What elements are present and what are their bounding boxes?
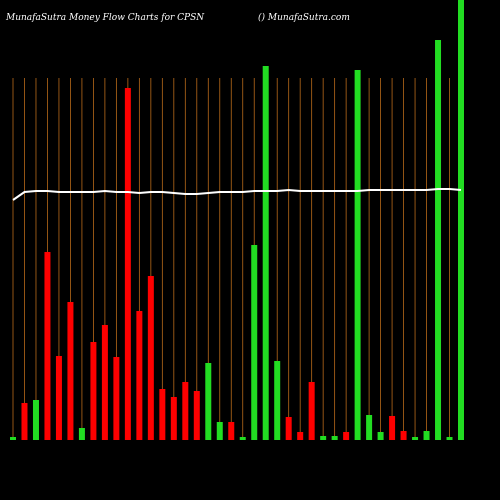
- bar: [113, 357, 120, 440]
- bar: [331, 436, 338, 440]
- bar: [412, 437, 419, 440]
- bar: [136, 311, 143, 440]
- bar: [251, 245, 258, 440]
- bar: [193, 391, 200, 440]
- bar: [343, 432, 350, 440]
- bar: [389, 416, 396, 440]
- bar: [446, 437, 453, 440]
- bar: [55, 356, 62, 440]
- bar: [147, 276, 154, 440]
- bar: [216, 422, 223, 440]
- bar: [400, 431, 407, 440]
- bar: [67, 302, 74, 440]
- bar: [377, 432, 384, 440]
- money-flow-line: [12, 188, 462, 201]
- bar: [458, 0, 464, 440]
- bar: [90, 342, 97, 440]
- bar: [21, 403, 28, 440]
- bar: [366, 415, 373, 440]
- bar: [159, 389, 166, 440]
- bar: [285, 417, 292, 440]
- bar: [101, 325, 108, 440]
- bar: [262, 66, 269, 440]
- bar: [124, 88, 131, 440]
- bar: [435, 40, 442, 440]
- bar: [10, 437, 16, 440]
- bar: [228, 422, 235, 440]
- chart-subtitle: () MunafaSutra.com: [258, 12, 350, 23]
- bar: [170, 397, 177, 440]
- bar: [205, 363, 212, 440]
- bar: [239, 437, 246, 440]
- bar: [354, 70, 361, 440]
- bar: [308, 382, 315, 440]
- bar: [182, 382, 189, 440]
- bar: [320, 436, 327, 440]
- bar: [297, 432, 304, 440]
- bar: [423, 431, 430, 440]
- bar: [274, 361, 281, 440]
- bar: [78, 428, 85, 440]
- chart-title: MunafaSutra Money Flow Charts for CPSN: [5, 13, 205, 23]
- bar: [44, 252, 51, 440]
- bar: [32, 400, 39, 440]
